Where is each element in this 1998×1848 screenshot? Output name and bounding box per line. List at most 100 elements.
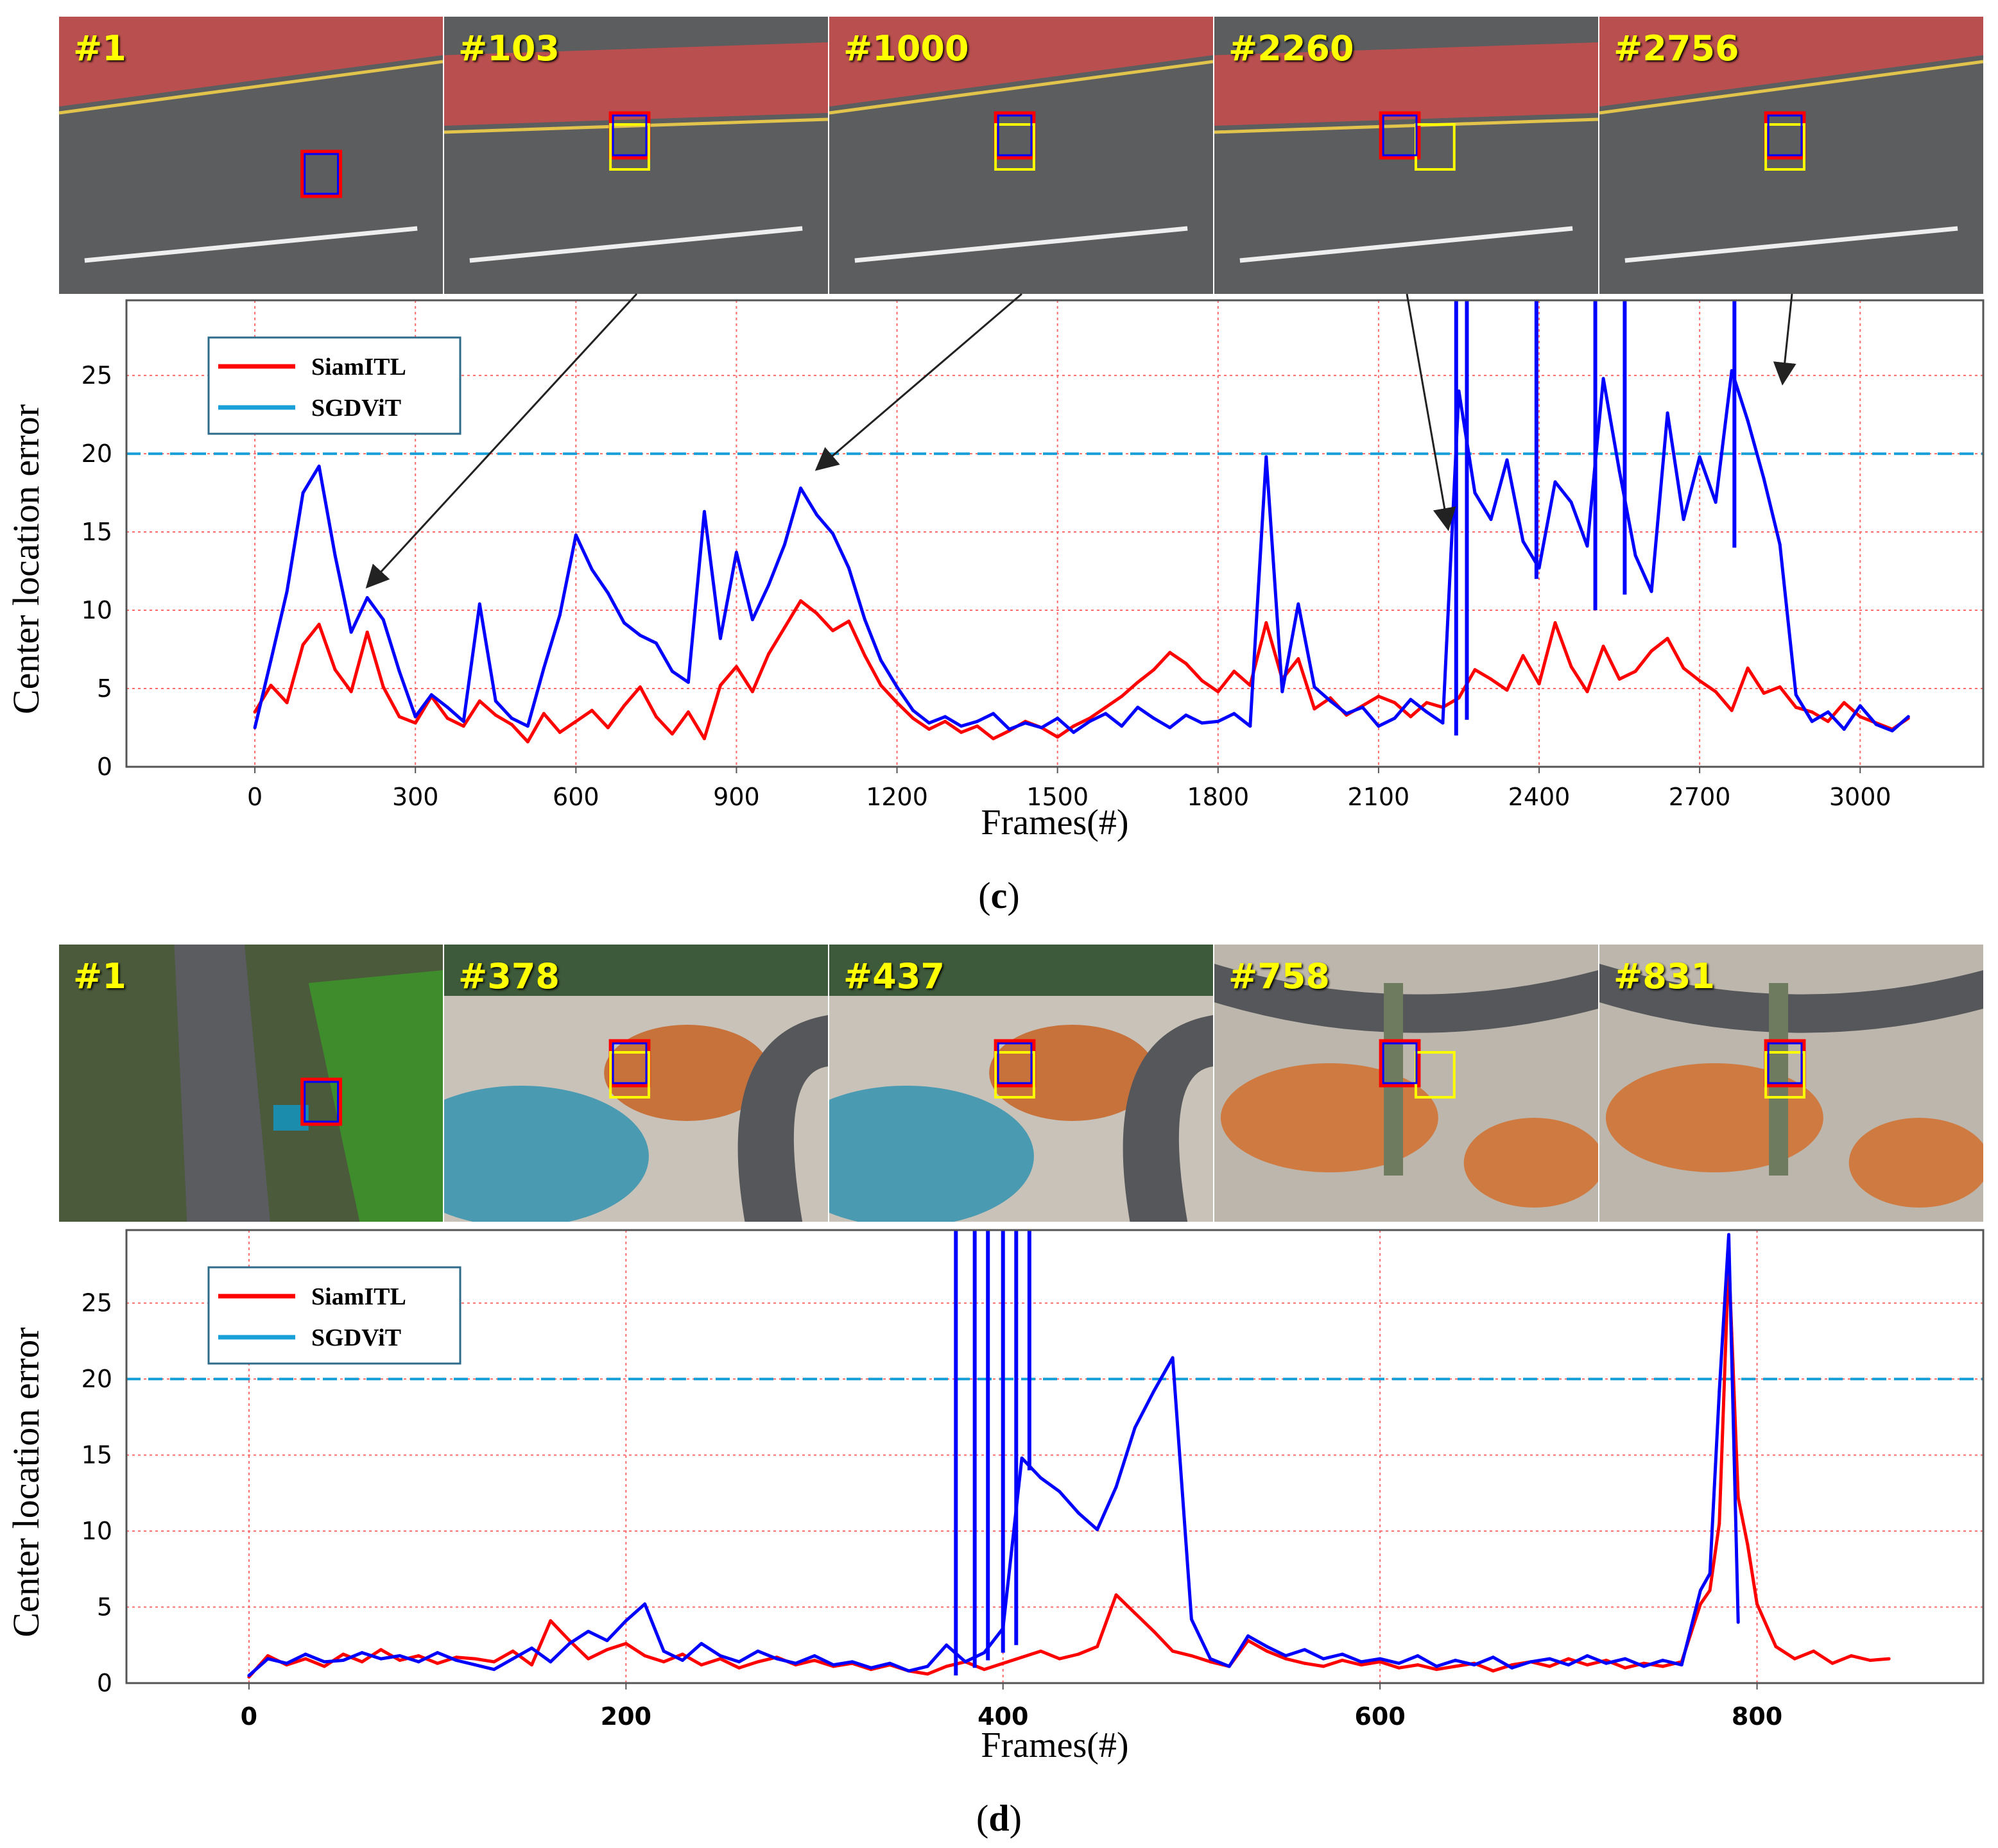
data-point-sgdvit — [927, 721, 931, 725]
data-point-sgdvit — [1489, 518, 1493, 522]
data-point-sgdvit — [1472, 1663, 1476, 1667]
data-point-siamitl — [478, 699, 481, 703]
orange-steps — [1848, 1118, 1983, 1208]
data-point-sgdvit — [1810, 719, 1814, 723]
data-point-sgdvit — [1858, 704, 1862, 708]
data-point-siamitl — [1136, 680, 1140, 684]
data-point-sgdvit — [606, 591, 610, 595]
data-point-sgdvit — [478, 602, 481, 606]
data-point-siamitl — [1340, 1658, 1344, 1662]
data-point-siamitl — [1887, 1657, 1891, 1661]
x-tick-label: 0 — [241, 1702, 257, 1731]
data-point-siamitl — [1264, 621, 1268, 625]
data-point-sgdvit — [266, 1657, 270, 1661]
data-point-siamitl — [1322, 1664, 1325, 1668]
data-point-sgdvit — [1359, 1660, 1363, 1664]
data-point-siamitl — [574, 719, 578, 723]
data-point-siamitl — [304, 1657, 307, 1661]
data-point-siamitl — [911, 716, 915, 720]
data-point-sgdvit — [775, 1657, 779, 1661]
x-tick-label: 900 — [713, 783, 760, 811]
data-point-siamitl — [266, 1654, 270, 1657]
data-point-siamitl — [1714, 690, 1718, 694]
data-point-sgdvit — [381, 618, 385, 622]
data-point-siamitl — [1038, 1649, 1042, 1653]
data-point-sgdvit — [1682, 518, 1685, 522]
data-point-sgdvit — [1120, 724, 1124, 728]
data-point-sgdvit — [360, 1651, 364, 1655]
y-tick-label: 10 — [82, 1517, 112, 1545]
legend: SiamITL SGDViT — [207, 336, 461, 435]
data-point-siamitl — [1682, 666, 1685, 670]
data-point-siamitl — [1812, 1649, 1816, 1653]
data-point-siamitl — [1072, 724, 1076, 728]
data-point-sgdvit — [1088, 719, 1092, 723]
data-point-sgdvit — [511, 1657, 515, 1661]
data-point-sgdvit — [567, 1641, 571, 1645]
data-point-sgdvit — [624, 1619, 628, 1623]
data-point-siamitl — [494, 713, 497, 717]
trees-band — [829, 945, 1213, 996]
data-point-sgdvit — [1171, 1356, 1175, 1360]
lane-line — [59, 60, 443, 115]
data-point-sgdvit — [1529, 1660, 1533, 1664]
data-point-sgdvit — [1409, 697, 1413, 701]
series-line-sgdvit — [253, 369, 1909, 734]
data-point-sgdvit — [1076, 1511, 1080, 1515]
y-tick-label: 10 — [82, 596, 112, 624]
data-point-siamitl — [1567, 1657, 1571, 1661]
data-point-sgdvit — [831, 1663, 835, 1667]
orange-steps — [1463, 1118, 1598, 1208]
data-point-siamitl — [1718, 1521, 1721, 1525]
data-point-siamitl — [542, 712, 546, 715]
data-point-sgdvit — [1553, 480, 1557, 484]
scene-image — [59, 945, 443, 1222]
data-point-siamitl — [718, 1657, 722, 1661]
data-point-sgdvit — [1232, 712, 1236, 715]
data-point-siamitl — [397, 715, 401, 719]
road-marking — [1624, 226, 1958, 263]
data-point-sgdvit — [869, 1666, 873, 1670]
frame-strip-c: #1 #103 #1000 #2260 #2756 — [59, 17, 1985, 294]
data-point-sgdvit — [737, 1660, 741, 1664]
data-point-sgdvit — [1329, 699, 1332, 703]
sidewalk-curb — [829, 17, 1213, 107]
road-curve — [737, 1015, 828, 1222]
data-point-sgdvit — [1434, 1664, 1438, 1668]
orange-steps — [1605, 1063, 1823, 1172]
tracker-box-yellow — [994, 123, 1035, 171]
error-chart-d: 0 200 400 600 800 0 5 10 15 20 25 Frames(#) Center l… — [5, 1229, 1985, 1765]
data-point-siamitl — [605, 1648, 609, 1652]
data-point-siamitl — [1849, 1654, 1853, 1657]
y-tick-label: 5 — [97, 1593, 112, 1621]
y-tick-label: 15 — [82, 1441, 112, 1469]
data-point-sgdvit — [782, 543, 786, 547]
data-point-sgdvit — [670, 669, 674, 673]
data-point-siamitl — [1216, 690, 1220, 694]
data-point-sgdvit — [850, 1660, 854, 1664]
data-point-sgdvit — [1345, 712, 1348, 715]
trees-band — [444, 945, 828, 996]
data-point-siamitl — [365, 630, 369, 634]
lane-line — [1599, 60, 1983, 115]
scene-image — [1214, 945, 1598, 1222]
data-point-sgdvit — [1623, 1657, 1627, 1661]
data-point-sgdvit — [879, 658, 883, 662]
data-point-siamitl — [1605, 1658, 1608, 1662]
data-point-sgdvit — [1168, 726, 1172, 730]
data-point-sgdvit — [814, 513, 818, 517]
data-point-siamitl — [1569, 665, 1573, 669]
data-point-sgdvit — [1020, 1456, 1024, 1460]
data-point-sgdvit — [798, 486, 802, 490]
data-point-sgdvit — [574, 533, 578, 537]
data-point-siamitl — [1056, 735, 1060, 739]
data-point-siamitl — [1076, 1652, 1080, 1656]
y-tick-label: 0 — [97, 753, 112, 781]
data-point-sgdvit — [734, 551, 738, 554]
legend-box — [207, 336, 461, 435]
data-point-siamitl — [285, 701, 289, 705]
data-point-siamitl — [643, 1654, 647, 1657]
data-point-sgdvit — [413, 715, 417, 719]
data-point-sgdvit — [1072, 730, 1076, 734]
tracker-box-blue — [304, 1081, 340, 1123]
